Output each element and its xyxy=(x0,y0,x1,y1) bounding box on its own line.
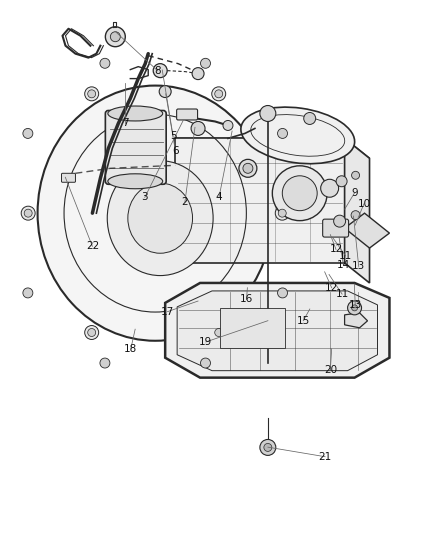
Ellipse shape xyxy=(38,86,273,341)
Text: 2: 2 xyxy=(182,197,188,207)
Polygon shape xyxy=(175,139,370,158)
Circle shape xyxy=(304,112,316,124)
Circle shape xyxy=(278,288,287,298)
Circle shape xyxy=(201,358,211,368)
Circle shape xyxy=(212,326,226,340)
Ellipse shape xyxy=(128,183,193,253)
Circle shape xyxy=(352,171,360,179)
Polygon shape xyxy=(345,213,389,248)
Circle shape xyxy=(260,106,276,122)
Circle shape xyxy=(275,206,289,220)
Polygon shape xyxy=(177,291,378,370)
Circle shape xyxy=(24,209,32,217)
FancyBboxPatch shape xyxy=(61,173,75,182)
Circle shape xyxy=(278,128,287,139)
Circle shape xyxy=(110,32,120,42)
Circle shape xyxy=(88,90,95,98)
Circle shape xyxy=(191,122,205,135)
Text: 12: 12 xyxy=(325,282,338,293)
Text: 21: 21 xyxy=(318,451,332,462)
Circle shape xyxy=(260,439,276,455)
Circle shape xyxy=(100,358,110,368)
Ellipse shape xyxy=(107,161,213,276)
Circle shape xyxy=(215,90,223,98)
Text: 13: 13 xyxy=(352,262,365,271)
Text: 12: 12 xyxy=(329,245,343,254)
Text: 8: 8 xyxy=(155,66,161,76)
Circle shape xyxy=(352,305,357,311)
Circle shape xyxy=(336,176,347,187)
Circle shape xyxy=(23,128,33,139)
Circle shape xyxy=(201,58,211,68)
Circle shape xyxy=(23,288,33,298)
Circle shape xyxy=(106,27,125,47)
Circle shape xyxy=(159,86,171,98)
Ellipse shape xyxy=(283,176,317,211)
Text: 11: 11 xyxy=(336,289,349,299)
Ellipse shape xyxy=(241,107,355,164)
Circle shape xyxy=(88,328,95,336)
Circle shape xyxy=(348,301,361,315)
Text: 19: 19 xyxy=(199,337,212,347)
Text: 13: 13 xyxy=(349,300,362,310)
FancyBboxPatch shape xyxy=(177,109,198,120)
Polygon shape xyxy=(165,283,389,378)
Text: 20: 20 xyxy=(324,365,337,375)
Circle shape xyxy=(215,328,223,336)
Circle shape xyxy=(243,163,253,173)
Circle shape xyxy=(85,87,99,101)
Text: 4: 4 xyxy=(215,192,223,203)
Text: 14: 14 xyxy=(337,261,350,270)
Text: 16: 16 xyxy=(240,294,253,304)
Circle shape xyxy=(100,58,110,68)
Polygon shape xyxy=(345,313,367,328)
Ellipse shape xyxy=(108,174,162,189)
Text: 18: 18 xyxy=(124,344,138,354)
Circle shape xyxy=(239,159,257,177)
Ellipse shape xyxy=(272,166,327,221)
Text: 9: 9 xyxy=(351,188,358,198)
Circle shape xyxy=(351,211,360,220)
Text: 6: 6 xyxy=(172,146,179,156)
Polygon shape xyxy=(345,139,370,283)
Text: 11: 11 xyxy=(339,251,352,261)
Polygon shape xyxy=(175,139,345,263)
Text: 3: 3 xyxy=(141,192,148,203)
Polygon shape xyxy=(220,308,285,348)
Text: 5: 5 xyxy=(170,131,177,141)
Ellipse shape xyxy=(108,106,162,121)
FancyBboxPatch shape xyxy=(323,219,349,237)
Circle shape xyxy=(212,87,226,101)
Text: 10: 10 xyxy=(357,199,371,209)
Circle shape xyxy=(223,120,233,131)
Circle shape xyxy=(321,179,339,197)
Circle shape xyxy=(264,443,272,451)
Text: 17: 17 xyxy=(161,306,174,317)
Circle shape xyxy=(192,68,204,79)
Circle shape xyxy=(334,215,346,227)
Text: 22: 22 xyxy=(86,241,99,252)
Text: 15: 15 xyxy=(297,316,310,326)
Circle shape xyxy=(85,326,99,340)
Circle shape xyxy=(21,206,35,220)
Circle shape xyxy=(153,63,167,78)
Text: 7: 7 xyxy=(122,118,128,128)
FancyBboxPatch shape xyxy=(106,110,166,184)
Circle shape xyxy=(278,209,286,217)
